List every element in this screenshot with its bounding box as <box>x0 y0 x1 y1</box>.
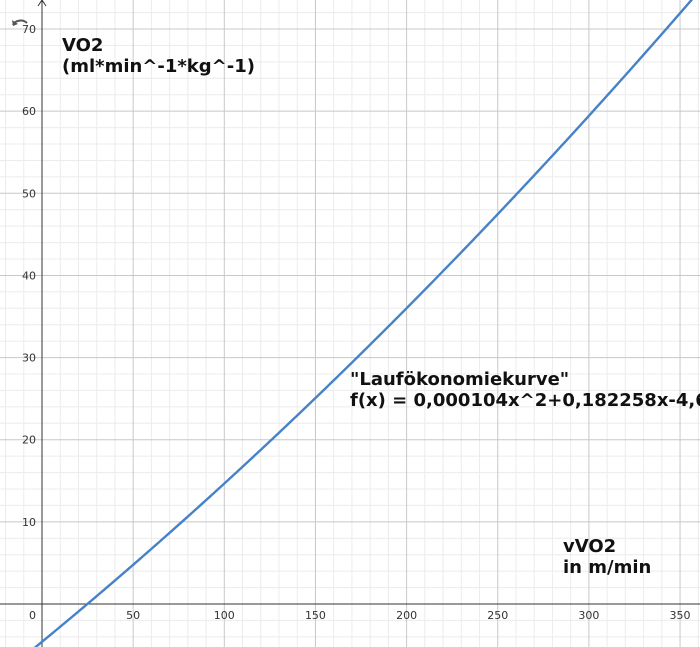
y-tick-label: 50 <box>22 187 36 200</box>
x-tick-label: 50 <box>126 609 140 622</box>
y-axis-label-line-2: (ml*min^-1*kg^-1) <box>62 56 255 77</box>
y-axis-label-line-1: VO2 <box>62 35 104 56</box>
x-tick-label: 100 <box>214 609 235 622</box>
x-tick-label: 200 <box>396 609 417 622</box>
x-tick-label: 250 <box>487 609 508 622</box>
y-tick-label: 60 <box>22 105 36 118</box>
curve-annotation-title: "Laufökonomiekurve" <box>350 369 570 390</box>
x-axis-label: vVO2 in m/min <box>563 536 651 578</box>
curve-annotation: "Laufökonomiekurve" f(x) = 0,000104x^2+0… <box>350 369 700 411</box>
y-axis-arrow <box>37 0 47 7</box>
series-line-laufoekonomiekurve <box>33 0 694 647</box>
x-tick-label: 300 <box>578 609 599 622</box>
y-tick-label: 10 <box>22 516 36 529</box>
x-tick-label: 0 <box>29 609 36 622</box>
series-layer <box>33 0 694 647</box>
x-tick-label: 150 <box>305 609 326 622</box>
y-axis-label: VO2 (ml*min^-1*kg^-1) <box>62 35 255 77</box>
undo-icon[interactable] <box>9 16 31 34</box>
x-tick-label: 350 <box>670 609 691 622</box>
x-axis-label-line-2: in m/min <box>563 557 652 578</box>
tick-labels: 0 50 100 150 200 250 300 350 10 20 30 40 50 60 70 <box>22 23 691 622</box>
curve-annotation-formula: f(x) = 0,000104x^2+0,182258x-4,6 <box>350 390 700 411</box>
y-tick-label: 20 <box>22 434 36 447</box>
y-tick-label: 70 <box>22 23 36 36</box>
y-tick-label: 30 <box>22 352 36 365</box>
x-axis-label-line-1: vVO2 <box>563 536 617 557</box>
y-tick-label: 40 <box>22 269 36 282</box>
